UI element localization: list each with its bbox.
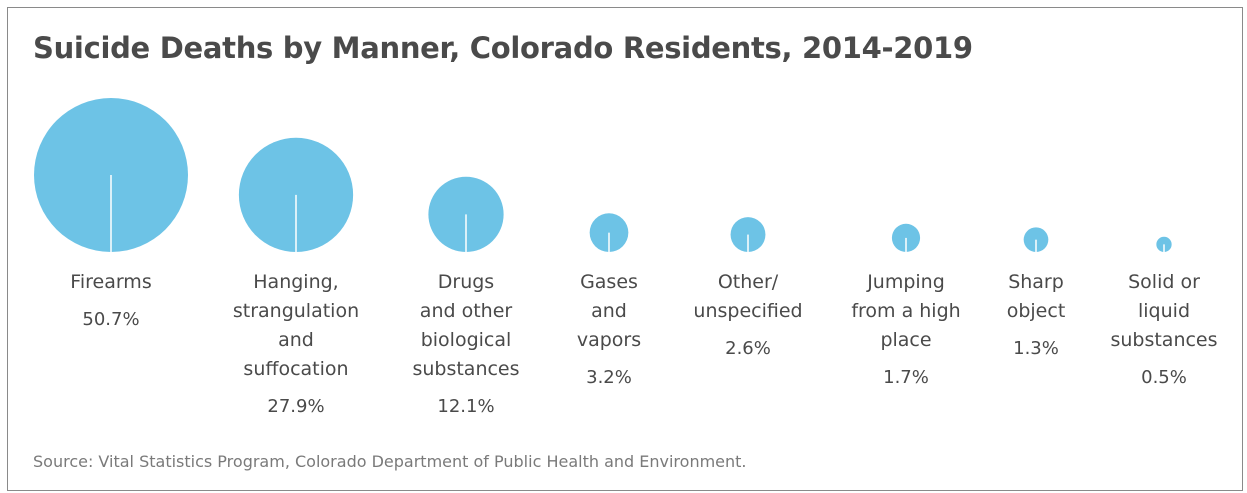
bubble-group: Gases and vapors 3.2%	[577, 213, 641, 388]
category-label: Hanging,	[253, 271, 338, 293]
category-label: biological	[421, 329, 512, 351]
bubble-group: Drugs and other biological substances 12.1%	[412, 176, 520, 417]
bubble-group: Firearms 50.7%	[34, 98, 188, 330]
category-label: Drugs	[438, 271, 494, 293]
category-label: and	[278, 329, 314, 351]
category-label: Gases	[580, 271, 638, 293]
category-label: place	[880, 329, 931, 351]
category-label: and other	[420, 300, 513, 322]
bubble-group: Solid or liquid substances 0.5%	[1110, 236, 1218, 388]
bubble-group: Jumping from a high place 1.7%	[851, 223, 961, 388]
bubble-group: Hanging, strangulation and suffocation 27.9%	[233, 137, 359, 417]
value-label: 1.3%	[1013, 338, 1059, 359]
chart-title: Suicide Deaths by Manner, Colorado Resid…	[33, 31, 973, 65]
category-label: Solid or	[1128, 271, 1200, 293]
category-label: from a high	[851, 300, 960, 322]
category-label: Firearms	[70, 271, 151, 293]
category-label: vapors	[577, 329, 641, 351]
value-label: 3.2%	[586, 367, 632, 388]
value-label: 50.7%	[82, 309, 139, 330]
value-label: 12.1%	[437, 396, 494, 417]
category-label: substances	[412, 358, 519, 380]
value-label: 0.5%	[1141, 367, 1187, 388]
category-label: object	[1007, 300, 1066, 322]
category-label: Sharp	[1008, 271, 1064, 293]
bubble-group: Other/unspecified 2.6%	[693, 217, 803, 359]
category-label: substances	[1110, 329, 1217, 351]
category-label: Other/	[718, 271, 779, 293]
value-label: 2.6%	[725, 338, 771, 359]
category-label: liquid	[1138, 300, 1190, 322]
category-label: Jumping	[866, 271, 945, 293]
bubble-group: Sharp object 1.3%	[1007, 227, 1066, 359]
value-label: 27.9%	[267, 396, 324, 417]
category-label: and	[591, 300, 627, 322]
category-label: suffocation	[243, 358, 348, 380]
value-label: 1.7%	[883, 367, 929, 388]
category-label: unspecified	[693, 300, 802, 322]
source-note: Source: Vital Statistics Program, Colora…	[33, 452, 747, 471]
category-label: strangulation	[233, 300, 359, 322]
